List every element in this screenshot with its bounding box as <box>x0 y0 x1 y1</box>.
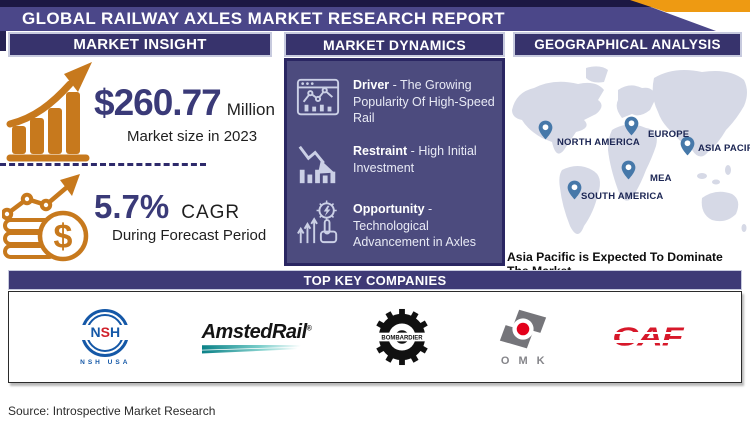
restraint-label: Restraint <box>353 144 408 158</box>
nsh-circle-mark: N S H <box>77 308 134 357</box>
region-label-mea: MEA <box>650 173 672 184</box>
region-label-north-america: NORTH AMERICA <box>557 137 640 148</box>
declining-chart-icon <box>295 141 341 187</box>
omk-logo: OMK <box>492 307 554 367</box>
restraint-separator: - <box>410 144 415 158</box>
amsted-rail-name: AmstedRail <box>201 320 308 343</box>
report-title-bar: GLOBAL RAILWAY AXLES MARKET RESEARCH REP… <box>0 7 716 31</box>
cagr-value: 5.7% <box>94 188 170 225</box>
location-pin-icon <box>624 116 639 136</box>
company-logos-box: N S H NSH USA AmstedRail® <box>8 291 742 383</box>
region-label-europe: EUROPE <box>648 129 690 140</box>
geographical-analysis-title: GEOGRAPHICAL ANALYSIS <box>534 37 721 52</box>
geographical-analysis-header: GEOGRAPHICAL ANALYSIS <box>513 32 742 57</box>
dynamics-item-driver: Driver - The Growing Popularity Of High-… <box>295 75 495 127</box>
nsh-letter-h: H <box>109 324 121 340</box>
caf-stripe <box>610 340 684 343</box>
dynamics-opportunity-text: Opportunity - Technological Advancement … <box>353 201 495 251</box>
driver-description: The Growing Popularity Of High-Speed Rai… <box>353 78 495 125</box>
omk-wordmark: OMK <box>500 355 554 367</box>
source-credit: Source: Introspective Market Research <box>8 404 216 418</box>
dynamics-item-restraint: Restraint - High Initial Investment <box>295 141 495 187</box>
cagr-label: CAGR <box>181 202 241 223</box>
opportunity-description: Technological Advancement in Axles <box>353 218 476 250</box>
cagr-value-row: 5.7% CAGR <box>94 188 240 226</box>
bombardier-wordmark: BOMBARDIER <box>381 336 423 342</box>
location-pin-icon <box>621 160 636 180</box>
opportunity-separator: - <box>428 202 433 216</box>
region-label-asia-pacific: ASIA PACIFIC <box>698 143 750 154</box>
cagr-caption: During Forecast Period <box>112 227 267 244</box>
market-dynamics-header: MARKET DYNAMICS <box>284 32 505 57</box>
market-size-caption: Market size in 2023 <box>127 128 258 145</box>
location-pin-icon <box>680 136 695 156</box>
amsted-rail-logo: AmstedRail® <box>202 321 312 354</box>
growth-bar-chart-icon <box>6 62 96 167</box>
innovation-hand-icon <box>295 199 341 245</box>
region-label-south-america: SOUTH AMERICA <box>581 191 664 202</box>
market-size-unit: Million <box>226 100 275 119</box>
nsh-caption: NSH USA <box>80 358 131 366</box>
analytics-board-icon <box>295 75 341 121</box>
world-map <box>506 58 750 250</box>
location-pin-icon <box>567 180 582 200</box>
ribbon-fold <box>0 29 6 51</box>
market-size-value-row: $260.77 Million <box>94 82 275 124</box>
caf-logo: CAF <box>610 318 684 356</box>
dynamics-item-opportunity: Opportunity - Technological Advancement … <box>295 199 495 251</box>
omk-mark <box>499 309 546 349</box>
top-key-companies-bar: TOP KEY COMPANIES <box>8 270 742 290</box>
report-title: GLOBAL RAILWAY AXLES MARKET RESEARCH REP… <box>22 9 505 28</box>
nsh-letter-n: N <box>90 324 101 340</box>
market-dynamics-title: MARKET DYNAMICS <box>323 36 466 53</box>
market-size-value: $260.77 <box>94 82 222 123</box>
nsh-wordmark: N S H <box>77 324 134 340</box>
market-insight-title: MARKET INSIGHT <box>73 36 207 53</box>
dynamics-restraint-text: Restraint - High Initial Investment <box>353 143 495 176</box>
location-pin-icon <box>538 120 553 140</box>
amsted-rail-wordmark: AmstedRail® <box>202 321 312 344</box>
market-insight-header: MARKET INSIGHT <box>8 32 272 57</box>
orange-accent-ribbon <box>630 0 750 12</box>
driver-separator: - <box>392 78 397 92</box>
dynamics-driver-text: Driver - The Growing Popularity Of High-… <box>353 77 495 127</box>
caf-wordmark: CAF <box>612 322 683 352</box>
market-dynamics-panel: Driver - The Growing Popularity Of High-… <box>284 58 505 266</box>
top-key-companies-title: TOP KEY COMPANIES <box>303 272 447 288</box>
caf-stripe <box>610 331 684 335</box>
cagr-coins-icon: $ <box>0 172 97 267</box>
dashed-divider <box>0 163 206 166</box>
driver-label: Driver <box>353 78 390 92</box>
bombardier-logo: BOMBARDIER <box>370 308 433 366</box>
opportunity-label: Opportunity <box>353 202 425 216</box>
nsh-logo: N S H NSH USA <box>70 308 140 366</box>
registered-mark: ® <box>306 324 312 332</box>
top-navy-strip <box>0 0 652 7</box>
dollar-sign-glyph: $ <box>54 218 73 256</box>
nsh-letter-s: S <box>100 324 110 340</box>
amsted-swoosh <box>202 345 306 354</box>
restraint-description: High Initial Investment <box>353 144 477 175</box>
